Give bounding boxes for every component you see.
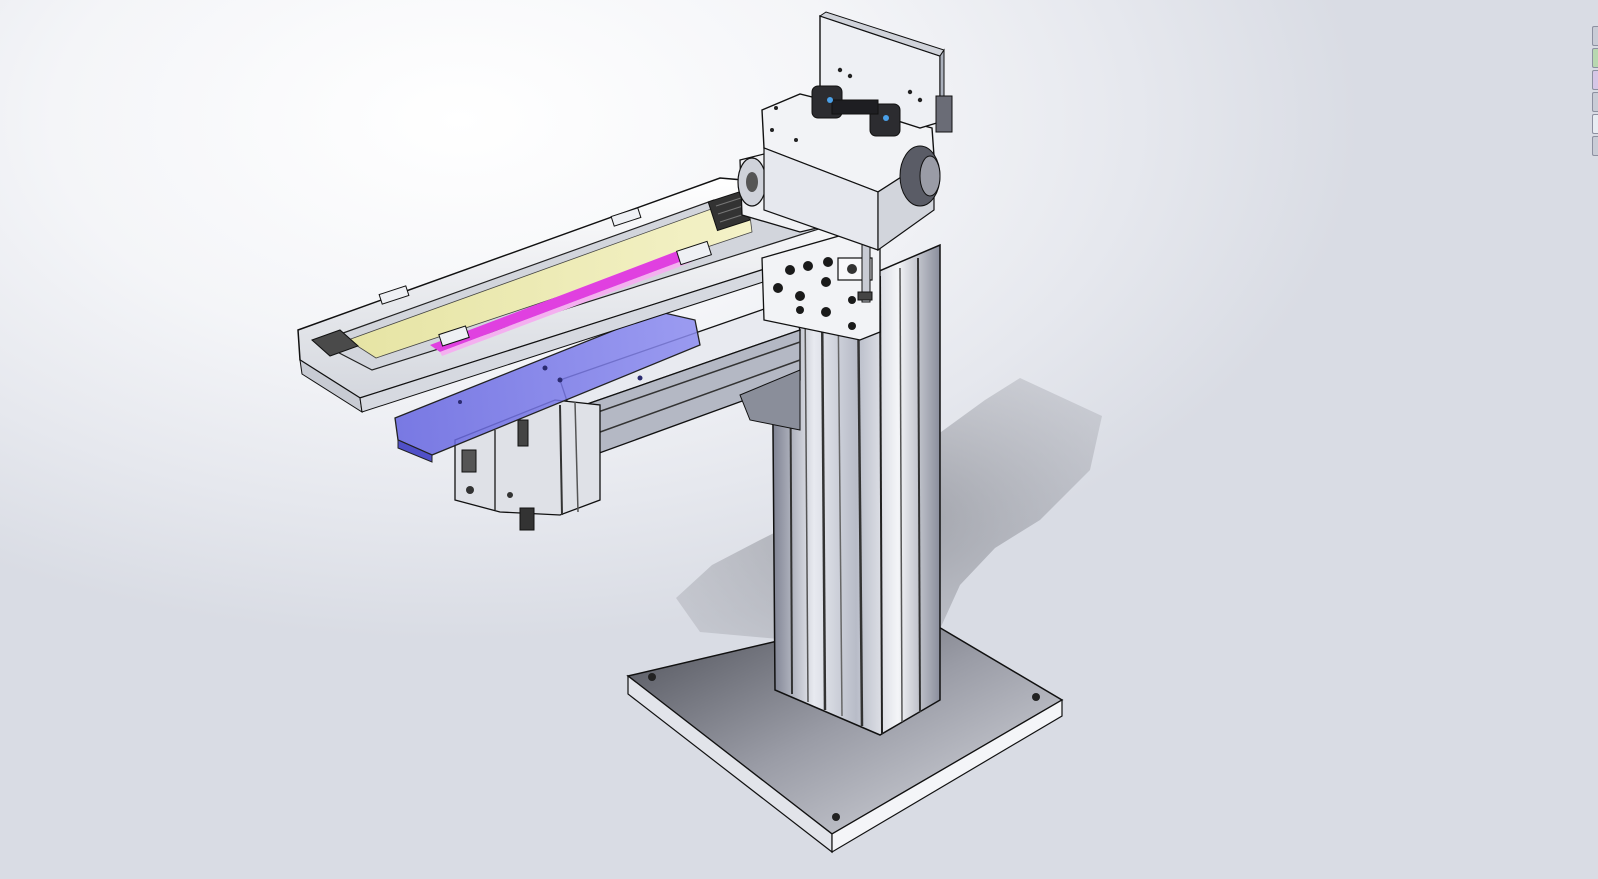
edit-appearance-icon[interactable]: [1592, 114, 1598, 134]
heads-up-view-toolbar: [1592, 26, 1598, 156]
apply-scene-icon[interactable]: [1592, 136, 1598, 156]
upper-arm-tray[interactable]: [297, 177, 863, 414]
base-plate[interactable]: [626, 609, 1064, 854]
section-view-icon[interactable]: [1592, 70, 1598, 90]
top-bracket-block[interactable]: [761, 11, 953, 252]
hide-show-icon[interactable]: [1592, 92, 1598, 112]
view-orientation-icon[interactable]: [1592, 26, 1598, 46]
display-style-icon[interactable]: [1592, 48, 1598, 68]
